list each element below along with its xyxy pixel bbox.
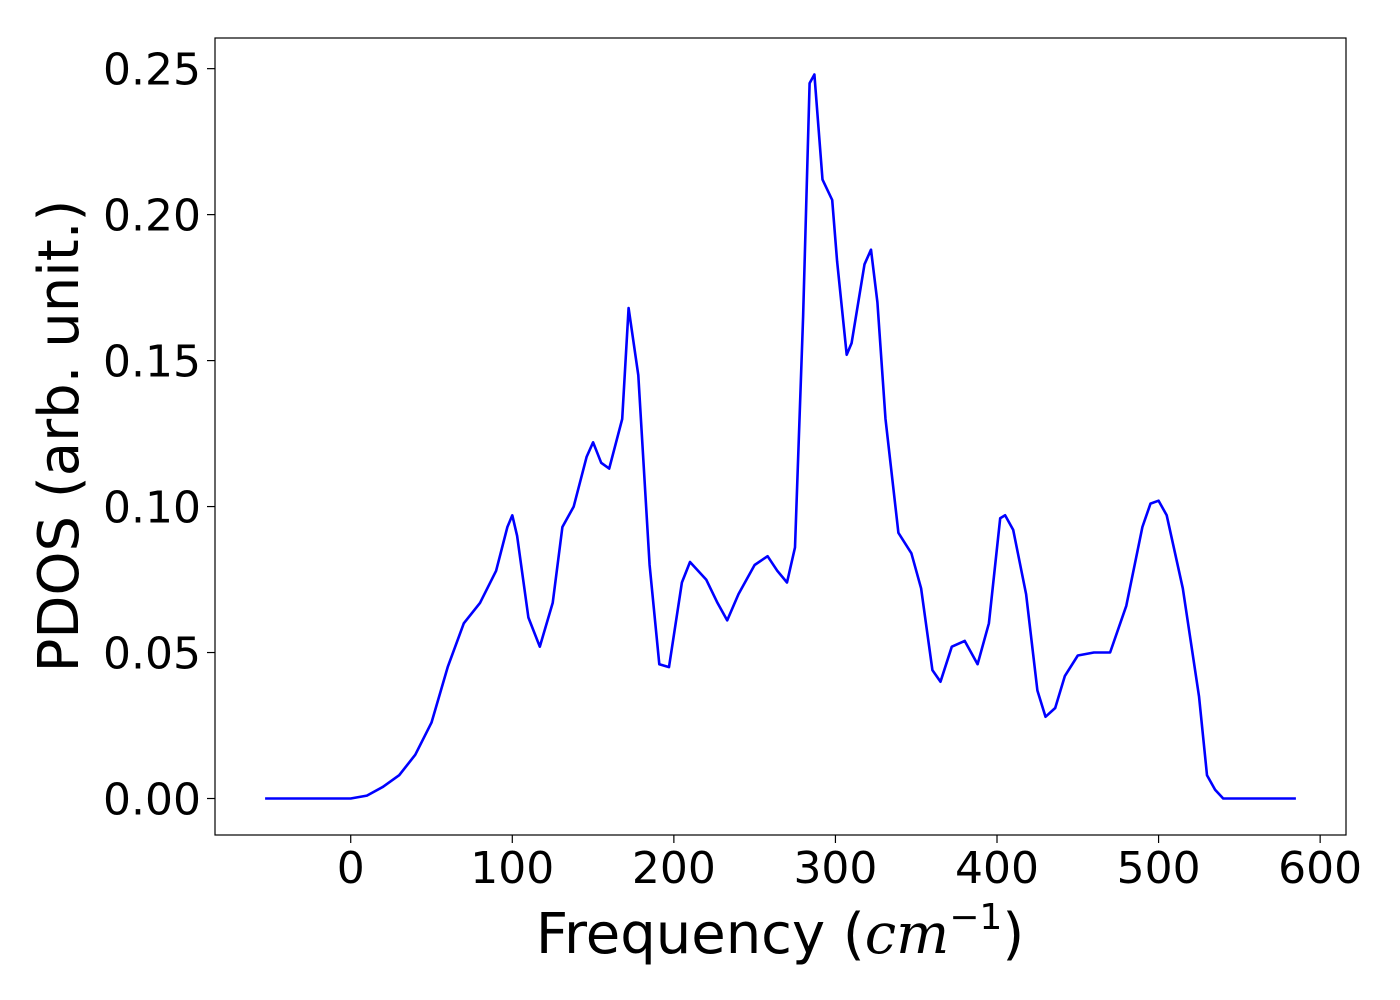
- y-tick-label: 0.20: [103, 191, 201, 242]
- y-tick-label: 0.00: [103, 775, 201, 826]
- x-axis-ticks: 0 100 200 300 400 500 600: [337, 835, 1362, 894]
- x-axis-label: Frequency (cm−1): [536, 897, 1024, 967]
- y-axis-label: PDOS (arb. unit.): [27, 200, 92, 673]
- y-tick-label: 0.15: [103, 337, 201, 388]
- y-axis-ticks: 0.00 0.05 0.10 0.15 0.20 0.25: [103, 45, 215, 826]
- x-tick-label: 100: [470, 843, 554, 894]
- x-tick-label: 300: [793, 843, 877, 894]
- plot-frame: [214, 37, 1347, 836]
- pdos-series-line: [265, 73, 1296, 800]
- plot-background: [215, 38, 1346, 835]
- x-tick-label: 0: [337, 843, 365, 894]
- x-tick-label: 600: [1278, 843, 1362, 894]
- y-tick-label: 0.25: [103, 45, 201, 96]
- x-tick-label: 500: [1117, 843, 1201, 894]
- x-tick-label: 200: [632, 843, 716, 894]
- y-tick-label: 0.10: [103, 483, 201, 534]
- x-tick-label: 400: [955, 843, 1039, 894]
- y-tick-label: 0.05: [103, 629, 201, 680]
